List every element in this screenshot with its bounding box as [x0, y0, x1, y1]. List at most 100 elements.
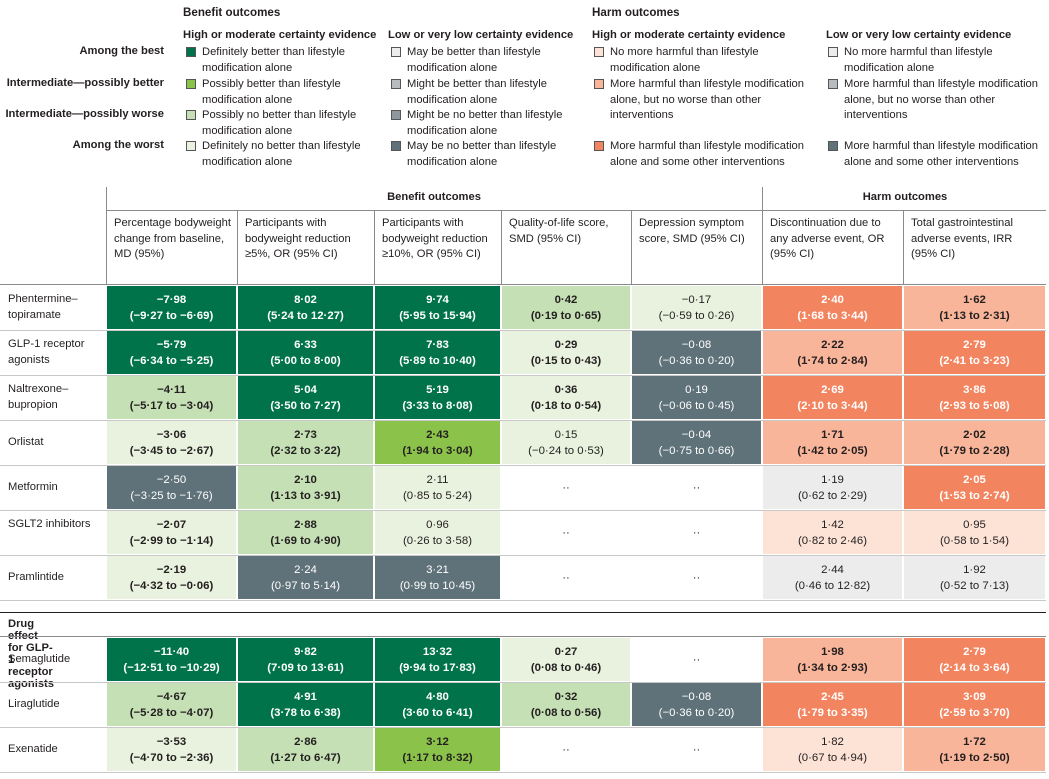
cell-ci: (1·53 to 2·74)	[939, 489, 1010, 502]
cell-ci: (−0·36 to 0·20)	[658, 706, 735, 719]
legend-item-label: More harmful than lifestyle modification…	[844, 78, 1039, 121]
table-cell: 1·98 (1·34 to 2·93)	[763, 638, 902, 681]
cell-ci: (3·78 to 6·38)	[270, 706, 341, 719]
cell-ci: (−12·51 to −10·29)	[123, 661, 220, 674]
table-cell: 0·15 (−0·24 to 0·53)	[502, 421, 630, 464]
table-cell: 13·32 (9·94 to 17·83)	[375, 638, 500, 681]
table-cell: 6·33 (5·00 to 8·00)	[238, 331, 373, 374]
legend-item-label: Possibly no better than lifestyle modifi…	[202, 109, 357, 137]
rule	[106, 210, 1046, 211]
legend-item-label: May be better than lifestyle modificatio…	[407, 46, 541, 74]
cell-value: 0·36	[554, 383, 578, 396]
table-cell: ··	[632, 556, 761, 599]
row-label: Orlistat	[8, 436, 44, 448]
legend-subhead: High or moderate certainty evidence	[592, 29, 786, 41]
cell-value: −4·67	[156, 690, 187, 703]
table-cell: ··	[502, 556, 630, 599]
cell-ci: (7·09 to 13·61)	[267, 661, 344, 674]
cell-value: 0·29	[554, 338, 578, 351]
legend-item: More harmful than lifestyle modification…	[828, 77, 1043, 124]
row-label: Liraglutide	[8, 698, 60, 710]
table-cell: 2·24 (0·97 to 5·14)	[238, 556, 373, 599]
legend-item: May be better than lifestyle modificatio…	[391, 45, 581, 76]
cell-ci: (5·00 to 8·00)	[270, 354, 341, 367]
row-divider	[0, 330, 1046, 331]
table-cell: 0·95 (0·58 to 1·54)	[904, 511, 1045, 554]
cell-value: 0·42	[554, 293, 578, 306]
table-cell: −0·17 (−0·59 to 0·26)	[632, 286, 761, 329]
table-cell: 2·86 (1·27 to 6·47)	[238, 728, 373, 771]
cell-ci: (1·74 to 2·84)	[797, 354, 868, 367]
table-cell: ··	[502, 728, 630, 771]
legend-item-label: Possibly better than lifestyle modificat…	[202, 78, 341, 106]
column-header: Participants with bodyweight reduction ≥…	[245, 217, 351, 260]
rule	[374, 210, 375, 284]
cell-value: 5·19	[426, 383, 449, 396]
cell-value: ··	[562, 526, 570, 539]
cell-value: ··	[562, 481, 570, 494]
column-header: Percentage bodyweight change from baseli…	[114, 217, 231, 260]
benefit-band-header: Benefit outcomes	[387, 191, 481, 203]
cell-ci: (1·17 to 8·32)	[402, 751, 473, 764]
legend-item: Possibly better than lifestyle modificat…	[186, 77, 376, 108]
legend-item: More harmful than lifestyle modification…	[594, 77, 819, 124]
table-cell: 1·62 (1·13 to 2·31)	[904, 286, 1045, 329]
column-header: Depression symptom score, SMD (95% CI)	[639, 217, 745, 245]
cell-ci: (0·19 to 0·65)	[530, 309, 602, 322]
cell-ci: (0·26 to 3·58)	[402, 534, 472, 547]
cell-value: −0·04	[681, 428, 712, 441]
row-label: Metformin	[8, 481, 58, 493]
cell-ci: (0·97 to 5·14)	[270, 579, 340, 592]
cell-value: 1·42	[821, 518, 844, 531]
cell-value: ··	[692, 481, 701, 494]
table-cell: 0·42 (0·19 to 0·65)	[502, 286, 630, 329]
cell-value: 0·15	[554, 428, 578, 441]
cell-value: −5·79	[156, 338, 187, 351]
table-cell: 0·19 (−0·06 to 0·45)	[632, 376, 761, 419]
cell-ci: (2·59 to 3·70)	[939, 706, 1010, 719]
cell-value: 13·32	[422, 645, 453, 658]
cell-value: 2·79	[963, 338, 986, 351]
legend: Benefit outcomes Harm outcomes High or m…	[0, 0, 1049, 180]
cell-ci: (0·82 to 2·46)	[797, 534, 867, 547]
legend-swatch	[391, 110, 401, 120]
table-cell: 0·96 (0·26 to 3·58)	[375, 511, 500, 554]
row-label: Exenatide	[8, 743, 58, 755]
cell-ci: (2·10 to 3·44)	[797, 399, 868, 412]
table-cell: 1·72 (1·19 to 2·50)	[904, 728, 1045, 771]
cell-value: 2·79	[963, 645, 986, 658]
rule	[762, 187, 763, 284]
cell-ci: (1·27 to 6·47)	[270, 751, 341, 764]
legend-swatch	[828, 47, 838, 57]
legend-row-label: Among the best	[79, 45, 164, 57]
cell-value: 0·96	[426, 518, 449, 531]
rule	[237, 210, 238, 284]
cell-ci: (−5·17 to −3·04)	[129, 399, 214, 412]
legend-item: No more harmful than lifestyle modificat…	[594, 45, 819, 76]
table-cell: 3·21 (0·99 to 10·45)	[375, 556, 500, 599]
cell-value: −0·17	[681, 293, 712, 306]
table-cell: −11·40 (−12·51 to −10·29)	[107, 638, 236, 681]
table-cell: 9·74 (5·95 to 15·94)	[375, 286, 500, 329]
cell-value: 2·40	[821, 293, 844, 306]
row-divider	[0, 510, 1046, 511]
cell-ci: (−3·25 to −1·76)	[130, 489, 213, 502]
table-cell: 9·82 (7·09 to 13·61)	[238, 638, 373, 681]
cell-ci: (−2·99 to −1·14)	[129, 534, 214, 547]
rule	[631, 210, 632, 284]
cell-ci: (0·08 to 0·46)	[530, 661, 602, 674]
table-cell: 7·83 (5·89 to 10·40)	[375, 331, 500, 374]
legend-item-label: Might be no better than lifestyle modifi…	[407, 109, 563, 137]
legend-row-label: Intermediate—possibly better	[6, 77, 164, 89]
cell-value: 0·19	[685, 383, 708, 396]
cell-value: 1·72	[963, 735, 986, 748]
cell-ci: (0·18 to 0·54)	[530, 399, 602, 412]
cell-ci: (3·60 to 6·41)	[402, 706, 473, 719]
table-cell: ··	[632, 511, 761, 554]
row-label: Semaglutide	[8, 653, 71, 665]
cell-ci: (5·95 to 15·94)	[399, 309, 476, 322]
rule	[501, 210, 502, 284]
cell-value: −0·08	[681, 690, 712, 703]
cell-ci: (1·69 to 4·90)	[270, 534, 341, 547]
table-cell: 1·92 (0·52 to 7·13)	[904, 556, 1045, 599]
